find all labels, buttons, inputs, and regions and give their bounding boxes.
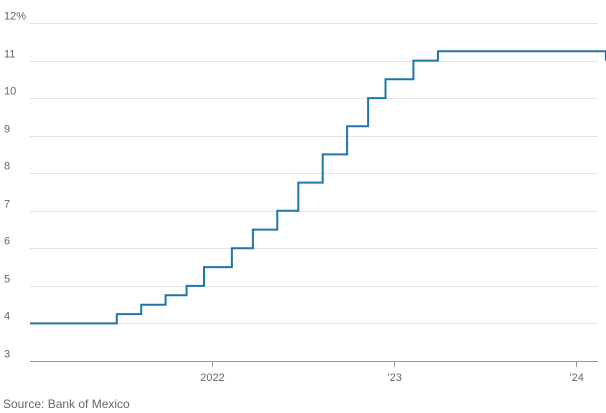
- series-line-policy-rate: [30, 50, 606, 325]
- gridlines: [30, 23, 598, 324]
- y-axis-labels: 3 4 5 6 7 8 9 10 11 12%: [4, 11, 26, 361]
- y-tick-label: 8: [4, 161, 10, 173]
- y-tick-label: 9: [4, 124, 10, 136]
- y-tick-label: 11: [4, 49, 15, 61]
- source-note: Source: Bank of Mexico: [3, 397, 130, 411]
- x-tick-label: ’24: [569, 372, 584, 384]
- y-tick-label: 7: [4, 199, 10, 211]
- y-tick-label: 12%: [4, 11, 26, 23]
- y-tick-label: 10: [4, 86, 16, 98]
- y-tick-label: 6: [4, 236, 10, 248]
- chart-area: 3 4 5 6 7 8 9 10 11 12% 2022 ’23 ’24: [4, 11, 606, 384]
- x-tick-label: 2022: [200, 372, 224, 384]
- x-axis: 2022 ’23 ’24: [30, 361, 598, 384]
- series-layer: [30, 50, 606, 325]
- y-tick-label: 5: [4, 274, 10, 286]
- y-tick-label: 3: [4, 349, 10, 361]
- x-tick-label: ’23: [387, 372, 402, 384]
- y-tick-label: 4: [4, 311, 10, 323]
